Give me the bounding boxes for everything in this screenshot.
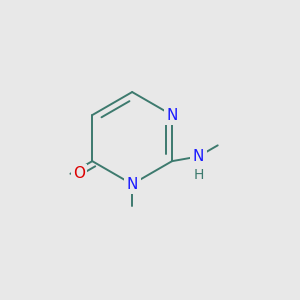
Text: H: H <box>193 168 204 182</box>
Text: N: N <box>127 177 138 192</box>
Text: O: O <box>73 166 85 181</box>
Text: N: N <box>167 108 178 123</box>
Text: N: N <box>193 149 204 164</box>
